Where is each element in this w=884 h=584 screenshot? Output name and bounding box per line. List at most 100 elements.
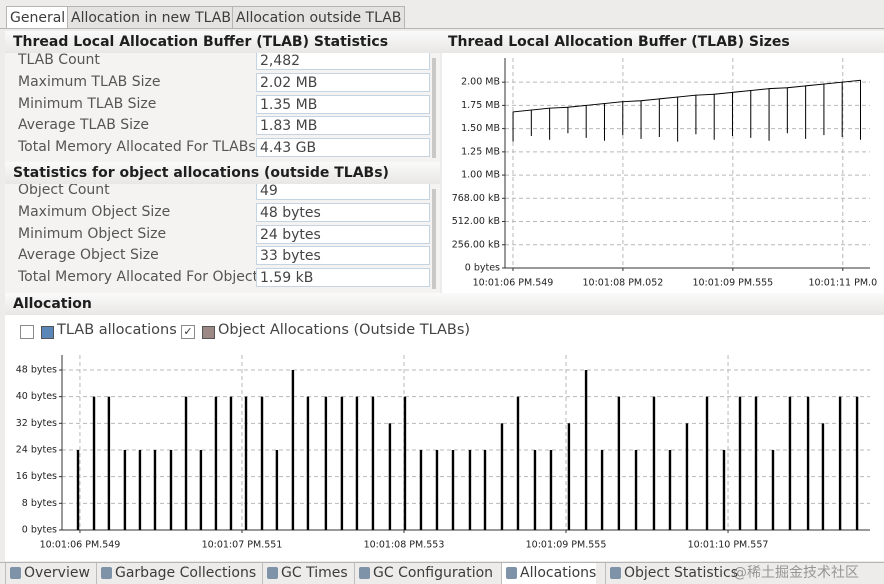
stat-row: Maximum TLAB Size 2.02 MB (5, 72, 435, 94)
bottom-tab[interactable]: Allocations (501, 563, 597, 584)
bottom-tab[interactable]: Garbage Collections (96, 563, 256, 584)
allocation-bar (260, 396, 264, 530)
allocation-bar (855, 396, 859, 530)
scrollbar (432, 189, 436, 289)
allocation-bar (371, 396, 375, 530)
allocation-bar (652, 396, 656, 530)
x-tick-label: 10:01:07 PM.551 (202, 540, 283, 551)
allocation-bar (754, 396, 758, 530)
stat-label: Maximum Object Size (18, 203, 171, 220)
stat-row: Total Memory Allocated For Objects 1.59 k… (5, 267, 435, 289)
section-header: Statistics for object allocations (outsi… (5, 162, 440, 184)
stat-value: 33 bytes (256, 246, 430, 266)
allocation-bar (771, 450, 775, 530)
x-tick-label: 10:01:09 PM.555 (692, 278, 773, 289)
allocation-bar (617, 396, 621, 530)
stat-label: Total Memory Allocated For TLABs (18, 139, 256, 156)
allocation-bar (107, 396, 111, 530)
y-tick-label: 1.75 MB (461, 100, 500, 111)
section-header: Thread Local Allocation Buffer (TLAB) St… (5, 31, 440, 53)
allocation-bar (705, 396, 709, 530)
stat-row: Maximum Object Size 48 bytes (5, 202, 435, 224)
allocation-bar (806, 396, 810, 530)
stats-table: Object Count 49 Maximum Object Size 48 byte… (5, 184, 435, 292)
stat-value: 2,482 (256, 53, 430, 70)
allocation-bar (451, 450, 455, 530)
allocation-bar (355, 396, 359, 530)
allocation-bar (668, 450, 672, 530)
y-tick-label: 1.25 MB (461, 146, 500, 157)
allocation-bar (275, 450, 279, 530)
allocation-bar (788, 396, 792, 530)
y-tick-label: 2.00 MB (461, 77, 500, 88)
tab-divider (0, 28, 884, 29)
allocation-bar (169, 450, 173, 530)
chart-panel (442, 31, 884, 293)
allocation-bar (229, 396, 233, 530)
stat-row: TLAB Count 2,482 (5, 53, 435, 72)
allocation-bar (419, 450, 423, 530)
legend-label: TLAB allocations (57, 322, 177, 338)
stat-value: 1.59 kB (256, 268, 430, 288)
allocation-bar (533, 450, 537, 530)
legend-swatch (41, 326, 54, 339)
y-tick-label: 48 bytes (16, 365, 57, 376)
stat-value: 49 (256, 184, 430, 200)
allocation-bar (388, 423, 392, 530)
y-tick-label: 512.00 kB (452, 216, 500, 227)
tab[interactable]: General (6, 6, 70, 28)
legend-swatch (202, 326, 215, 339)
x-tick-label: 10:01:06 PM.549 (40, 540, 121, 551)
stat-value: 1.83 MB (256, 116, 430, 136)
y-tick-label: 24 bytes (16, 445, 57, 456)
allocation-bar (214, 396, 218, 530)
bottom-tab[interactable]: Object Statistics (605, 563, 738, 584)
tab-divider (0, 562, 884, 563)
checkbox[interactable]: ✓ (181, 325, 195, 339)
tab[interactable]: Allocation outside TLAB (232, 6, 406, 28)
allocation-bar (340, 396, 344, 530)
checkbox[interactable] (20, 325, 34, 339)
size-line (512, 79, 861, 142)
allocation-bar (403, 396, 407, 530)
allocation-bar (291, 370, 295, 530)
x-tick-label: 10:01:10 PM.557 (688, 540, 769, 551)
allocation-bar (76, 450, 80, 530)
allocation-bar (500, 423, 504, 530)
allocation-bar (600, 450, 604, 530)
tlab-size-chart: 0 bytes 256.00 kB 512.00 kB 768.00 kB 1.00 M… (452, 58, 877, 289)
allocation-panel (5, 293, 884, 561)
legend-label: Object Allocations (Outside TLABs) (218, 322, 471, 338)
tab[interactable]: Allocation in new TLAB (67, 6, 235, 28)
stat-row: Minimum TLAB Size 1.35 MB (5, 94, 435, 116)
allocation-bar (722, 450, 726, 530)
allocation-bar (153, 450, 157, 530)
allocation-bar (567, 423, 571, 530)
bottom-tab[interactable]: Overview (5, 563, 90, 584)
scrollbar (432, 58, 436, 158)
stat-value: 2.02 MB (256, 72, 430, 92)
stat-row: Minimum Object Size 24 bytes (5, 224, 435, 246)
stats-table: TLAB Count 2,482 Maximum TLAB Size 2.02 MB M… (5, 53, 435, 161)
allocation-bar (306, 396, 310, 530)
y-tick-label: 8 bytes (22, 498, 57, 509)
allocation-chart: 0 bytes 8 bytes 16 bytes 24 bytes 32 bytes 40… (16, 355, 870, 551)
stat-value: 48 bytes (256, 202, 430, 222)
stat-label: TLAB Count (18, 53, 100, 68)
stat-label: Maximum TLAB Size (18, 73, 161, 90)
bottom-tab[interactable]: GC Configuration (354, 563, 493, 584)
allocation-bar (138, 450, 142, 530)
stat-value: 24 bytes (256, 224, 430, 244)
stat-label: Object Count (18, 184, 110, 198)
allocation-bar (468, 450, 472, 530)
tab-icon (506, 567, 517, 579)
x-tick-label: 10:01:08 PM.052 (583, 278, 664, 289)
allocation-bar (584, 370, 588, 530)
tab-icon (610, 567, 621, 579)
allocation-bar (838, 396, 842, 530)
bottom-tab[interactable]: GC Times (262, 563, 348, 584)
y-tick-label: 0 bytes (22, 525, 57, 536)
stat-row: Average TLAB Size 1.83 MB (5, 115, 435, 137)
x-tick-label: 10:01:11 PM.0 (808, 278, 877, 289)
